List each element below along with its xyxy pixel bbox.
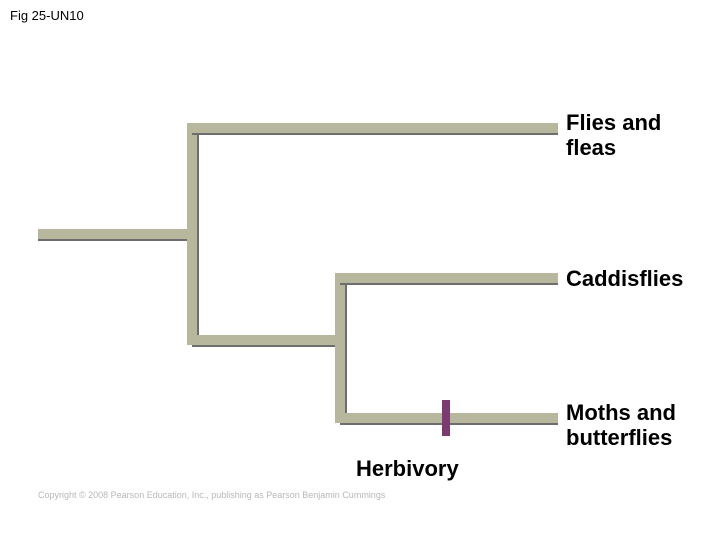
copyright-text: Copyright © 2008 Pearson Education, Inc.… bbox=[38, 490, 385, 500]
branch-bot bbox=[192, 335, 340, 345]
tip-flies-line2: fleas bbox=[566, 135, 616, 160]
branch-split2-shadow bbox=[345, 273, 347, 423]
tip-moths-line2: butterflies bbox=[566, 425, 672, 450]
tip-flies: Flies and fleas bbox=[566, 110, 661, 161]
tip-caddis-line1: Caddisflies bbox=[566, 266, 683, 291]
branch-split1-shadow bbox=[197, 123, 199, 345]
branch-mid bbox=[340, 273, 558, 283]
branch-split1 bbox=[187, 123, 197, 345]
tip-moths: Moths and butterflies bbox=[566, 400, 676, 451]
branch-split2 bbox=[335, 273, 345, 423]
tip-flies-line1: Flies and bbox=[566, 110, 661, 135]
tip-moths-line1: Moths and bbox=[566, 400, 676, 425]
branch-mid-shadow bbox=[340, 283, 558, 285]
herbivory-tick bbox=[442, 400, 450, 436]
branch-root bbox=[38, 229, 192, 239]
branch-top bbox=[192, 123, 558, 133]
trait-herbivory: Herbivory bbox=[356, 456, 459, 482]
branch-bot-shadow bbox=[192, 345, 340, 347]
tip-caddisflies: Caddisflies bbox=[566, 266, 683, 291]
figure-stage: Fig 25-UN10 Flies and fleas Caddisflies … bbox=[0, 0, 720, 540]
figure-label: Fig 25-UN10 bbox=[10, 8, 84, 23]
branch-top-shadow bbox=[192, 133, 558, 135]
branch-root-shadow bbox=[38, 239, 192, 241]
